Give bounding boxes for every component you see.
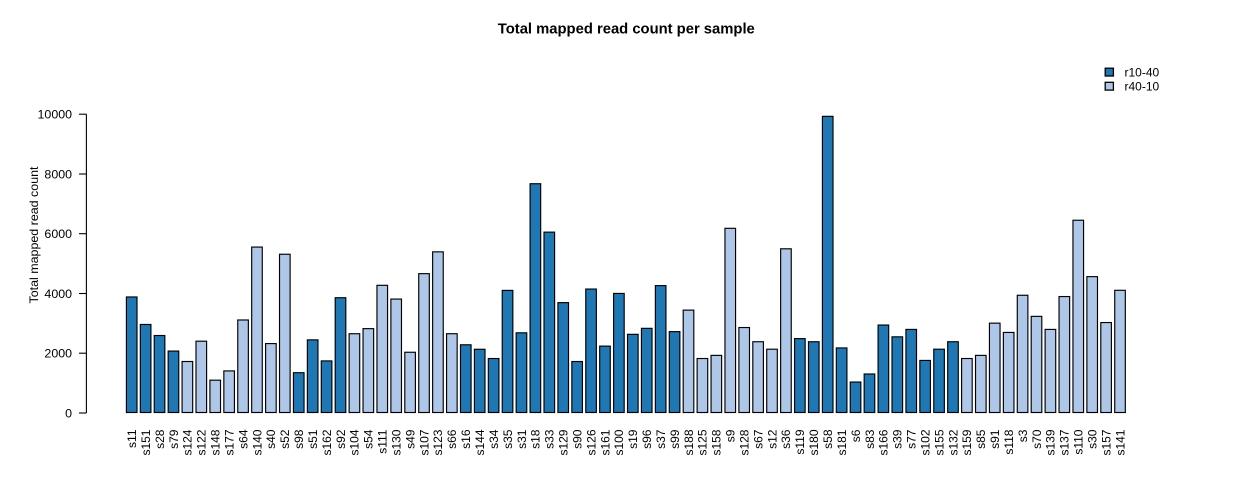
svg-text:s104: s104 [348, 429, 362, 455]
svg-text:s157: s157 [1099, 429, 1113, 455]
svg-text:s18: s18 [529, 429, 543, 449]
svg-text:s123: s123 [431, 429, 445, 455]
svg-text:s31: s31 [515, 429, 529, 449]
svg-text:10000: 10000 [38, 108, 73, 122]
svg-text:s49: s49 [403, 429, 417, 449]
svg-text:s102: s102 [918, 429, 932, 455]
svg-text:s107: s107 [417, 429, 431, 455]
svg-text:s137: s137 [1058, 429, 1072, 455]
svg-text:s3: s3 [1016, 429, 1030, 442]
svg-text:s33: s33 [543, 429, 557, 449]
svg-text:6000: 6000 [44, 227, 72, 241]
svg-text:Total mapped read count per sa: Total mapped read count per sample [498, 22, 755, 38]
svg-text:r40-10: r40-10 [1125, 80, 1160, 94]
svg-text:s66: s66 [445, 429, 459, 449]
svg-text:s51: s51 [306, 429, 320, 449]
svg-text:s188: s188 [682, 429, 696, 455]
svg-text:s16: s16 [459, 429, 473, 449]
svg-text:4000: 4000 [44, 287, 72, 301]
svg-text:s79: s79 [167, 429, 181, 449]
svg-text:s161: s161 [598, 429, 612, 455]
svg-text:s35: s35 [501, 429, 515, 449]
svg-text:s132: s132 [946, 429, 960, 455]
svg-text:s9: s9 [724, 429, 738, 442]
svg-text:s83: s83 [863, 429, 877, 449]
svg-text:s124: s124 [181, 429, 195, 455]
svg-text:s155: s155 [932, 429, 946, 455]
svg-text:s125: s125 [696, 429, 710, 455]
svg-text:s6: s6 [849, 429, 863, 442]
svg-text:s99: s99 [668, 429, 682, 449]
svg-text:s180: s180 [807, 429, 821, 455]
svg-text:s39: s39 [891, 429, 905, 449]
svg-text:s122: s122 [195, 429, 209, 455]
svg-text:s110: s110 [1072, 429, 1086, 454]
svg-text:s139: s139 [1044, 429, 1058, 455]
svg-text:s90: s90 [570, 429, 584, 449]
svg-text:s70: s70 [1030, 429, 1044, 449]
svg-text:8000: 8000 [44, 167, 72, 181]
svg-text:s177: s177 [222, 429, 236, 455]
svg-text:s11: s11 [125, 429, 139, 448]
svg-text:s128: s128 [737, 429, 751, 455]
svg-text:s67: s67 [751, 429, 765, 449]
svg-text:s64: s64 [236, 429, 250, 449]
svg-text:s85: s85 [974, 429, 988, 449]
svg-text:s148: s148 [209, 429, 223, 455]
svg-text:s54: s54 [362, 429, 376, 449]
svg-text:2000: 2000 [44, 347, 72, 361]
svg-text:s151: s151 [139, 429, 153, 455]
svg-text:r10-40: r10-40 [1125, 65, 1160, 79]
svg-text:s19: s19 [626, 429, 640, 449]
svg-text:s181: s181 [835, 429, 849, 455]
svg-text:s30: s30 [1085, 429, 1099, 449]
svg-text:s98: s98 [292, 429, 306, 449]
svg-text:s28: s28 [153, 429, 167, 449]
svg-text:s144: s144 [473, 429, 487, 455]
svg-text:s119: s119 [793, 429, 807, 454]
svg-text:0: 0 [65, 406, 72, 420]
svg-text:s92: s92 [334, 429, 348, 449]
svg-text:s141: s141 [1113, 429, 1127, 455]
svg-text:s140: s140 [250, 429, 264, 455]
svg-text:Total mapped read count: Total mapped read count [27, 166, 41, 304]
svg-text:s34: s34 [487, 429, 501, 449]
svg-text:s118: s118 [1002, 429, 1016, 454]
svg-text:s130: s130 [389, 429, 403, 455]
svg-text:s91: s91 [988, 429, 1002, 449]
svg-text:s52: s52 [278, 429, 292, 449]
svg-text:s100: s100 [612, 429, 626, 455]
svg-text:s36: s36 [779, 429, 793, 449]
svg-text:s129: s129 [557, 429, 571, 455]
svg-text:s37: s37 [654, 429, 668, 449]
svg-text:s159: s159 [960, 429, 974, 455]
svg-text:s158: s158 [710, 429, 724, 455]
svg-text:s40: s40 [264, 429, 278, 449]
svg-text:s166: s166 [877, 429, 891, 455]
svg-text:s126: s126 [584, 429, 598, 455]
svg-text:s77: s77 [905, 429, 919, 449]
svg-text:s12: s12 [765, 429, 779, 449]
svg-text:s96: s96 [640, 429, 654, 449]
svg-text:s162: s162 [320, 429, 334, 455]
svg-text:s58: s58 [821, 429, 835, 449]
svg-text:s111: s111 [376, 429, 390, 454]
